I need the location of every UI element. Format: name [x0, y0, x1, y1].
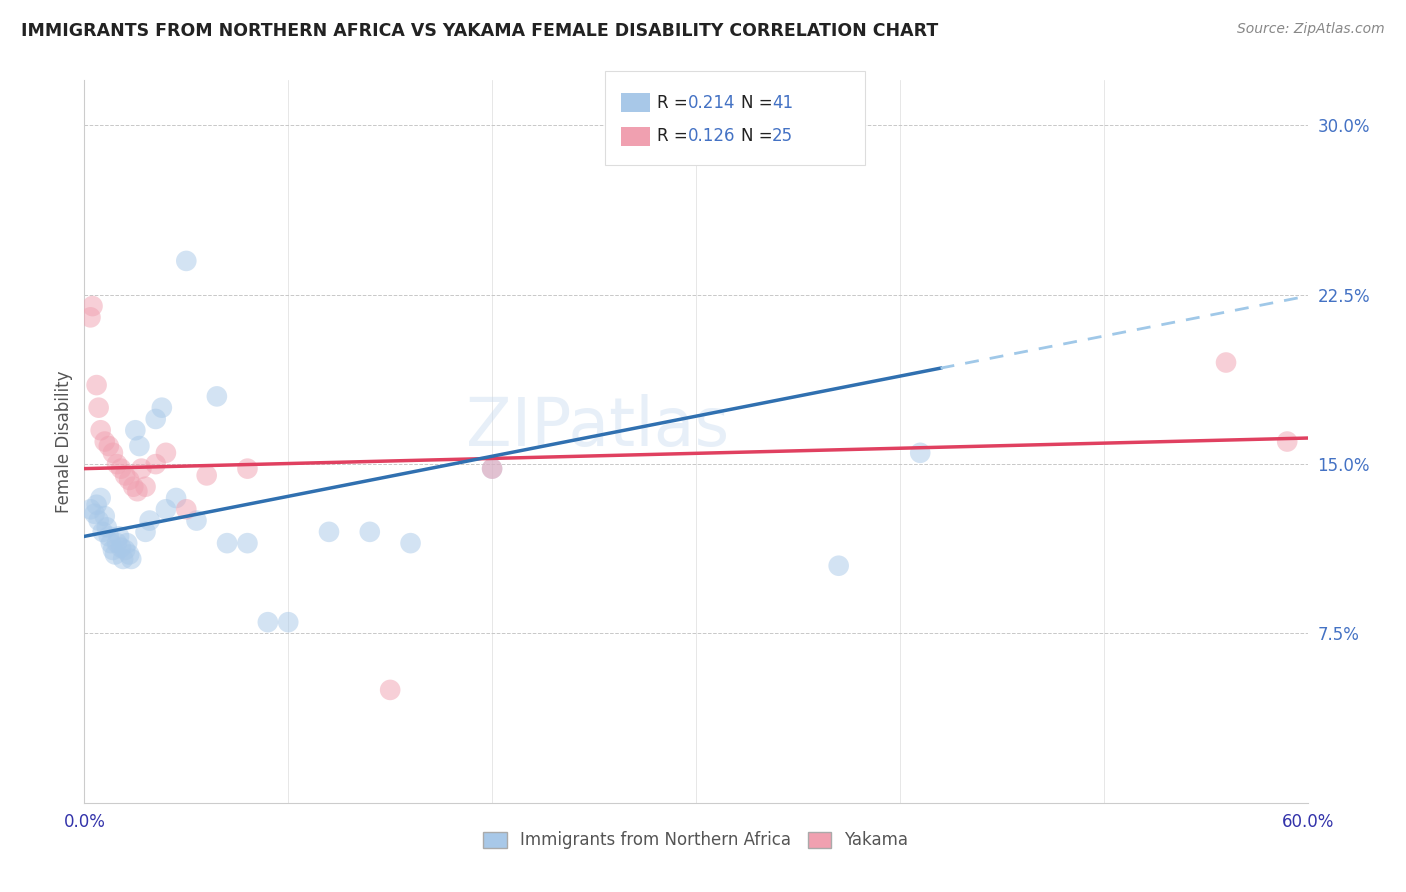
- Point: [186, 514, 208, 528]
- Text: 25: 25: [772, 128, 793, 145]
- Point: [87, 514, 110, 528]
- Point: [174, 502, 197, 516]
- Point: [83, 507, 105, 521]
- Point: [90, 491, 112, 505]
- Point: [135, 524, 157, 539]
- Point: [380, 682, 402, 697]
- Point: [236, 536, 259, 550]
- Text: 41: 41: [772, 94, 793, 112]
- Point: [108, 529, 131, 543]
- Point: [104, 548, 127, 562]
- Point: [93, 509, 115, 524]
- Text: 0.126: 0.126: [688, 128, 735, 145]
- Point: [118, 548, 141, 562]
- Text: R =: R =: [657, 94, 693, 112]
- Point: [97, 529, 120, 543]
- Point: [145, 457, 167, 471]
- Point: [1215, 355, 1237, 369]
- Point: [145, 412, 167, 426]
- Point: [174, 253, 197, 268]
- Text: IMMIGRANTS FROM NORTHERN AFRICA VS YAKAMA FEMALE DISABILITY CORRELATION CHART: IMMIGRANTS FROM NORTHERN AFRICA VS YAKAM…: [21, 22, 938, 40]
- Point: [138, 514, 160, 528]
- Text: Source: ZipAtlas.com: Source: ZipAtlas.com: [1237, 22, 1385, 37]
- Point: [82, 299, 104, 313]
- Point: [115, 536, 138, 550]
- Point: [135, 480, 157, 494]
- Text: 0.214: 0.214: [688, 94, 735, 112]
- Point: [86, 378, 108, 392]
- Point: [100, 536, 122, 550]
- Point: [128, 439, 150, 453]
- Point: [105, 536, 128, 550]
- Text: ZIPatlas: ZIPatlas: [467, 394, 730, 460]
- Point: [114, 542, 136, 557]
- Point: [399, 536, 422, 550]
- Point: [110, 541, 132, 555]
- Point: [124, 423, 146, 437]
- Point: [79, 502, 101, 516]
- Point: [96, 520, 118, 534]
- Text: N =: N =: [741, 94, 778, 112]
- Point: [110, 461, 132, 475]
- Point: [205, 389, 228, 403]
- Point: [91, 524, 114, 539]
- Point: [122, 480, 145, 494]
- Point: [112, 552, 135, 566]
- Point: [79, 310, 101, 325]
- Point: [257, 615, 280, 630]
- Point: [93, 434, 115, 449]
- Point: [236, 461, 259, 475]
- Y-axis label: Female Disability: Female Disability: [55, 370, 73, 513]
- Point: [277, 615, 299, 630]
- Point: [105, 457, 128, 471]
- Point: [150, 401, 173, 415]
- Point: [155, 446, 177, 460]
- Point: [97, 439, 120, 453]
- Point: [118, 473, 141, 487]
- Point: [127, 484, 149, 499]
- Legend: Immigrants from Northern Africa, Yakama: Immigrants from Northern Africa, Yakama: [477, 824, 915, 856]
- Point: [195, 468, 218, 483]
- Point: [359, 524, 381, 539]
- Text: N =: N =: [741, 128, 778, 145]
- Point: [101, 542, 124, 557]
- Point: [318, 524, 340, 539]
- Text: R =: R =: [657, 128, 693, 145]
- Point: [828, 558, 851, 573]
- Point: [481, 461, 503, 475]
- Point: [114, 468, 136, 483]
- Point: [101, 446, 124, 460]
- Point: [86, 498, 108, 512]
- Point: [120, 552, 142, 566]
- Point: [1277, 434, 1299, 449]
- Point: [910, 446, 932, 460]
- Point: [155, 502, 177, 516]
- Point: [87, 401, 110, 415]
- Point: [217, 536, 239, 550]
- Point: [90, 423, 112, 437]
- Point: [131, 461, 153, 475]
- Point: [165, 491, 187, 505]
- Point: [481, 461, 503, 475]
